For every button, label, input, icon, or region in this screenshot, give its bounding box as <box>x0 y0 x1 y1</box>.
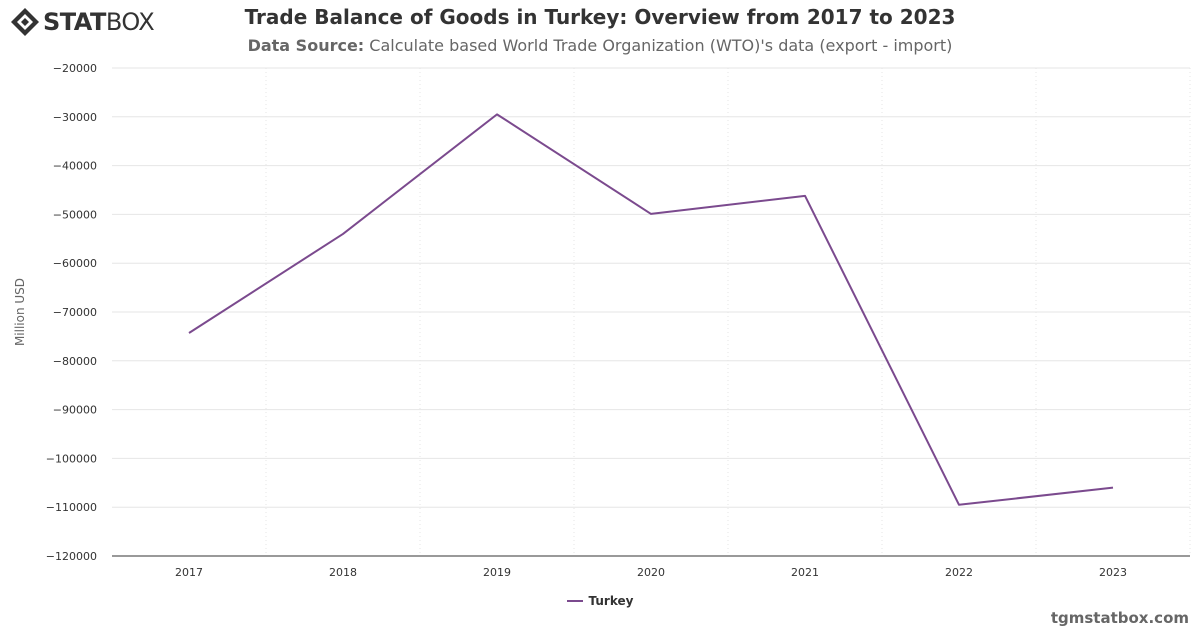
x-tick-label: 2020 <box>637 566 665 579</box>
source-credit[interactable]: tgmstatbox.com <box>1050 609 1189 627</box>
logo-part-box: BOX <box>105 8 155 36</box>
chart-title: Trade Balance of Goods in Turkey: Overvi… <box>244 5 956 29</box>
statbox-logo: STATBOX <box>10 6 155 38</box>
logo-part-stat: STAT <box>43 8 106 36</box>
y-tick-label: −110000 <box>46 501 97 514</box>
y-tick-label: −120000 <box>46 550 97 563</box>
x-tick-label: 2021 <box>791 566 819 579</box>
y-tick-label: −20000 <box>53 62 97 75</box>
data-source-label: Data Source: <box>247 36 365 55</box>
x-tick-label: 2023 <box>1099 566 1127 579</box>
x-tick-label: 2017 <box>175 566 203 579</box>
axes: −20000 −30000 −40000 −50000 −60000 −70000 −800… <box>46 62 1190 579</box>
x-tick-label: 2022 <box>945 566 973 579</box>
statbox-logo-text: STATBOX <box>43 6 155 38</box>
y-tick-label: −40000 <box>53 160 97 173</box>
y-tick-label: −30000 <box>53 111 97 124</box>
data-source-text: Calculate based World Trade Organization… <box>369 36 953 55</box>
y-tick-label: −60000 <box>53 257 97 270</box>
y-tick-label: −70000 <box>53 306 97 319</box>
y-tick-label: −100000 <box>46 452 97 465</box>
series-layer <box>188 113 1114 506</box>
y-axis-label: Million USD <box>13 278 27 346</box>
statbox-logo-icon <box>11 8 39 36</box>
x-tick-label: 2018 <box>329 566 357 579</box>
y-tick-label: −80000 <box>53 355 97 368</box>
legend-swatch <box>566 600 583 602</box>
legend-label-turkey: Turkey <box>588 594 634 608</box>
y-tick-label: −50000 <box>53 208 97 221</box>
y-tick-label: −90000 <box>53 404 97 417</box>
series-line-turkey[interactable] <box>188 113 1114 506</box>
chart-subtitle: Data Source: Calculate based World Trade… <box>0 36 1200 55</box>
grid-lines <box>112 67 1191 556</box>
x-tick-label: 2019 <box>483 566 511 579</box>
legend[interactable]: Turkey <box>0 594 1200 608</box>
